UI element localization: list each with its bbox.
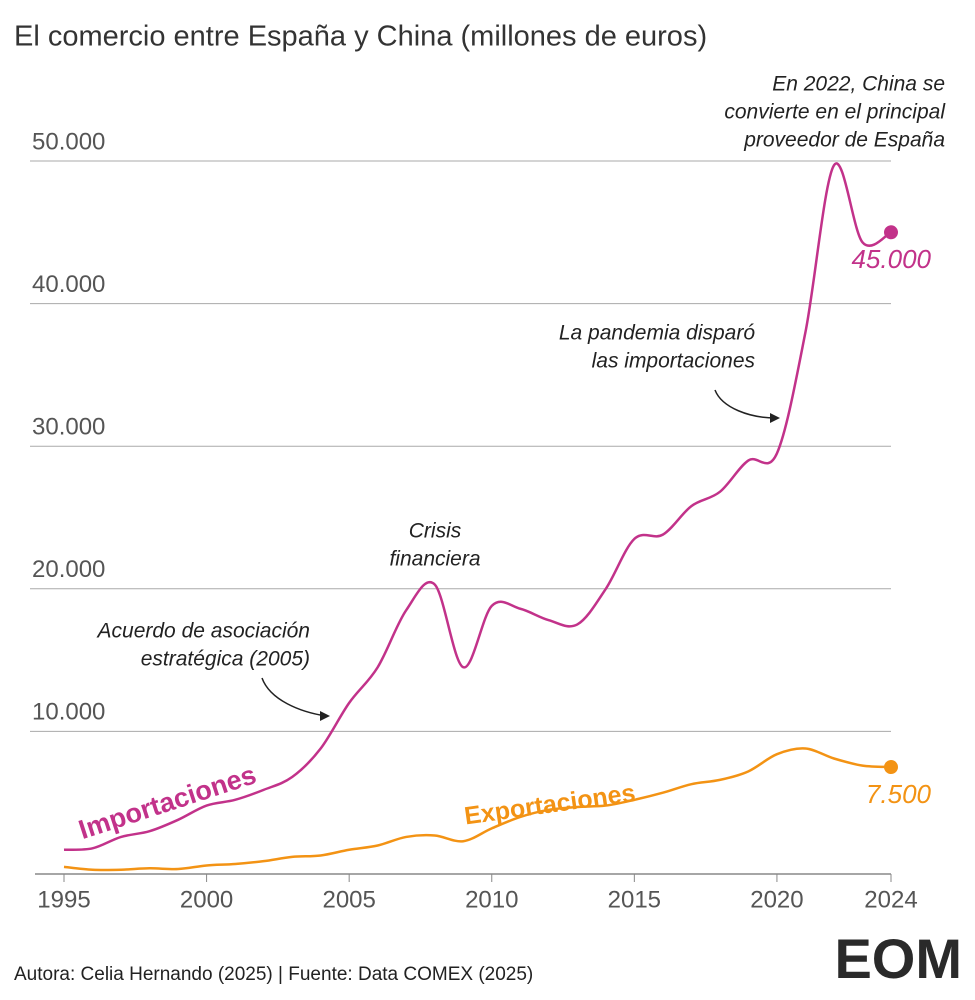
arrow [714, 389, 777, 419]
y-tick-label: 20.000 [32, 556, 105, 583]
annotation: Acuerdo de asociación [96, 620, 310, 643]
arrow-head [770, 413, 780, 423]
x-tick-label: 2010 [465, 886, 518, 913]
annotation: La pandemia disparó [559, 322, 755, 345]
end-point [884, 760, 898, 775]
annotation: convierte en el principal [724, 101, 946, 124]
y-tick-label: 30.000 [32, 414, 105, 441]
annotation: Crisis [409, 520, 462, 543]
arrow [261, 677, 327, 717]
y-tick-label: 10.000 [32, 699, 105, 726]
value-label: 45.000 [851, 244, 931, 274]
x-tick-label: 1995 [37, 886, 90, 913]
annotation: estratégica (2005) [141, 648, 310, 671]
y-tick-label: 50.000 [32, 128, 105, 155]
x-tick-label: 2020 [750, 886, 803, 913]
annotation: proveedor de España [743, 129, 945, 152]
value-label: 7.500 [866, 779, 932, 809]
series-label: Importaciones [75, 759, 260, 845]
end-point [884, 225, 898, 240]
annotation: En 2022, China se [772, 73, 945, 96]
x-tick-label: 2015 [608, 886, 661, 913]
source: Autora: Celia Hernando (2025) | Fuente: … [14, 964, 533, 985]
line [63, 747, 892, 872]
annotation: financiera [389, 548, 480, 571]
x-tick-label: 2000 [180, 886, 233, 913]
arrow-head [320, 711, 330, 721]
y-tick-label: 40.000 [32, 271, 105, 298]
logo: EOM [834, 927, 962, 990]
annotation: las importaciones [592, 350, 756, 373]
x-tick-label: 2024 [864, 886, 917, 913]
chart-title: El comercio entre España y China (millon… [14, 21, 707, 53]
x-tick-label: 2005 [322, 886, 375, 913]
line [63, 162, 892, 852]
series-label: Exportaciones [463, 779, 638, 831]
